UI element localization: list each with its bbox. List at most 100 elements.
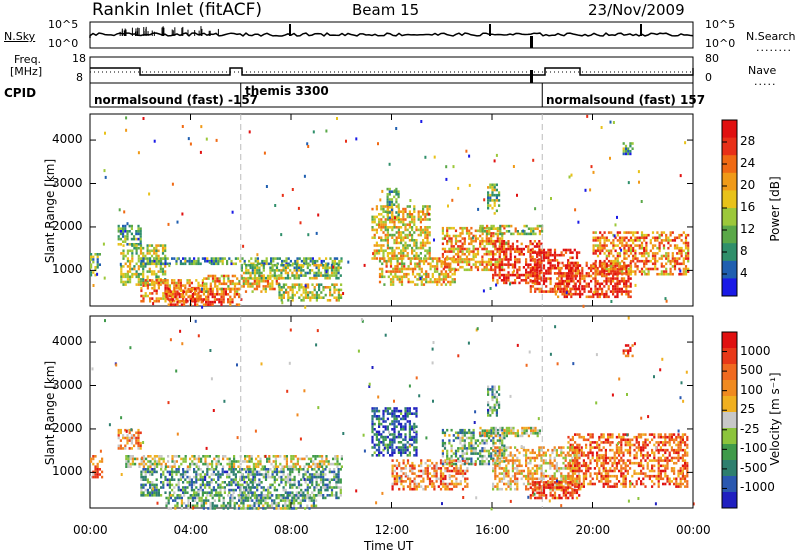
data-cell <box>175 284 178 287</box>
data-cell <box>388 193 391 196</box>
data-cell <box>310 496 313 500</box>
data-cell <box>618 236 622 240</box>
data-cell <box>215 491 218 494</box>
data-cell <box>563 274 566 278</box>
data-cell <box>488 230 491 233</box>
data-cell <box>549 290 552 293</box>
data-cell <box>190 281 193 285</box>
data-cell <box>153 249 156 253</box>
data-cell <box>509 273 512 277</box>
data-cell <box>194 290 197 293</box>
data-cell <box>90 457 93 461</box>
data-cell <box>664 297 667 301</box>
data-cell <box>427 272 430 276</box>
data-cell <box>397 231 400 234</box>
data-cell <box>162 279 165 282</box>
data-cell <box>196 504 199 508</box>
data-cell <box>219 462 222 466</box>
data-cell <box>634 239 637 242</box>
data-cell <box>342 292 345 295</box>
data-cell <box>431 280 434 284</box>
data-cell <box>197 478 200 481</box>
data-cell <box>520 247 523 251</box>
data-cell <box>260 481 263 484</box>
data-cell <box>577 220 580 224</box>
data-cell <box>237 460 240 463</box>
data-cell <box>140 491 143 494</box>
data-cell <box>229 504 232 508</box>
data-cell <box>151 259 154 263</box>
data-cell <box>373 257 376 260</box>
data-cell <box>623 239 626 242</box>
data-cell <box>645 249 648 253</box>
data-cell <box>418 257 421 260</box>
data-cell <box>568 292 571 296</box>
data-cell <box>391 451 394 454</box>
data-cell <box>297 473 301 476</box>
data-cell <box>373 407 376 410</box>
data-cell <box>182 292 185 295</box>
data-cell <box>440 259 443 263</box>
data-cell <box>407 265 410 268</box>
data-cell <box>386 236 389 239</box>
data-cell <box>590 264 593 267</box>
data-cell <box>540 253 543 256</box>
data-cell <box>494 227 497 230</box>
data-cell <box>538 277 541 280</box>
data-cell <box>452 247 455 251</box>
data-cell <box>301 496 304 500</box>
data-cell <box>311 276 314 280</box>
data-cell <box>253 287 256 291</box>
data-cell <box>596 254 600 258</box>
data-cell <box>240 475 243 479</box>
data-cell <box>162 257 165 260</box>
data-cell <box>481 260 484 264</box>
data-cell <box>488 232 491 236</box>
data-cell <box>142 494 145 497</box>
data-cell <box>226 483 229 487</box>
data-cell <box>415 435 418 439</box>
data-cell <box>184 455 187 458</box>
data-cell <box>402 438 405 441</box>
data-cell <box>490 252 493 256</box>
data-cell <box>384 420 387 423</box>
data-cell <box>277 496 280 500</box>
data-cell <box>404 422 407 426</box>
data-cell <box>596 236 600 240</box>
data-cell <box>521 232 524 236</box>
data-cell <box>636 236 639 240</box>
data-cell <box>386 208 389 212</box>
data-cell <box>684 252 688 255</box>
data-cell <box>124 240 127 243</box>
data-cell <box>441 226 444 230</box>
data-cell <box>324 276 327 280</box>
data-cell <box>527 271 530 274</box>
data-cell <box>204 462 207 466</box>
data-cell <box>228 460 231 463</box>
data-cell <box>234 473 237 476</box>
data-cell <box>400 262 404 266</box>
data-cell <box>330 274 334 277</box>
data-cell <box>216 287 219 291</box>
data-cell <box>164 491 167 494</box>
data-cell <box>94 465 97 468</box>
data-cell <box>248 478 251 481</box>
data-cell <box>208 486 211 489</box>
data-cell <box>687 241 690 245</box>
data-cell <box>375 454 378 457</box>
data-cell <box>262 279 265 283</box>
data-cell <box>90 253 93 256</box>
data-cell <box>413 239 416 242</box>
data-cell <box>237 486 240 489</box>
data-cell <box>126 252 129 255</box>
data-cell <box>457 255 460 259</box>
data-cell <box>623 254 626 258</box>
data-cell <box>403 267 406 271</box>
data-cell <box>166 478 169 481</box>
data-cell <box>157 275 160 279</box>
data-cell <box>625 290 628 293</box>
data-cell <box>137 439 140 442</box>
data-cell <box>146 284 149 287</box>
data-cell <box>98 263 101 266</box>
data-cell <box>610 267 613 271</box>
